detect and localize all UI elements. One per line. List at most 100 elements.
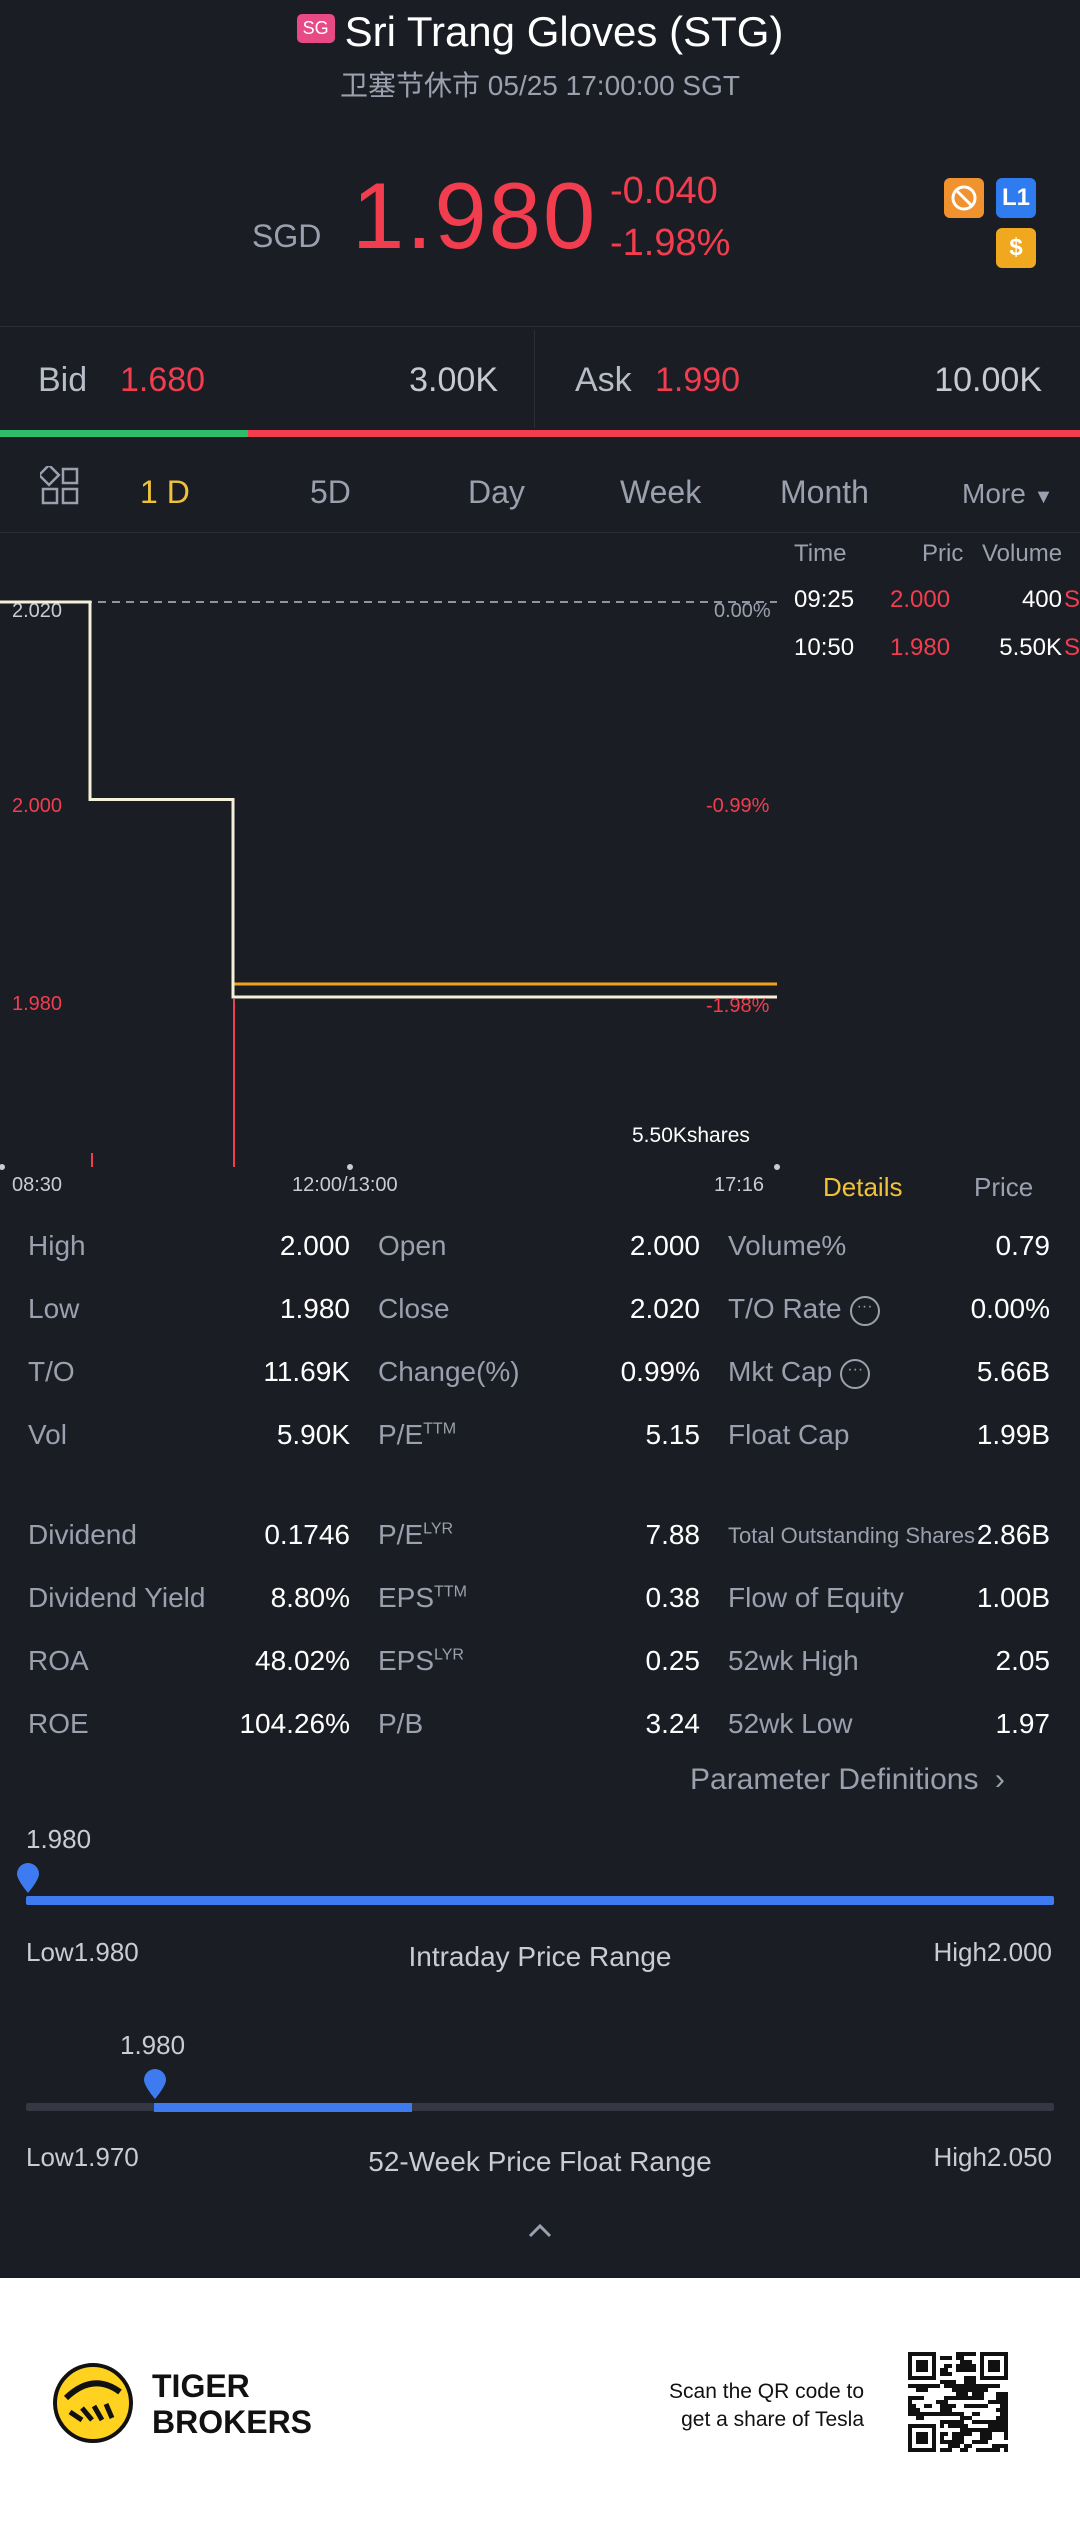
stat-label: Dividend [28, 1519, 137, 1550]
stat-value: 2.000 [279, 1230, 350, 1261]
tab-details[interactable]: Details [823, 1172, 903, 1202]
bid-ratio-bar [0, 430, 248, 437]
axis-dot [347, 1164, 353, 1170]
stat-value: 0.25 [645, 1645, 701, 1676]
stat-label: P/B [378, 1708, 424, 1739]
stat-value: 2.020 [629, 1293, 700, 1324]
tab-5d[interactable]: 5D [310, 474, 351, 510]
week52-low-value: 1.970 [73, 2142, 139, 2172]
week52-low-label: Low [26, 2142, 74, 2172]
stat-value: 5.90K [276, 1419, 350, 1450]
price-change-percent: -1.98% [610, 222, 731, 264]
tab-month[interactable]: Month [780, 474, 869, 510]
chart-layout-icon[interactable] [37, 463, 80, 511]
x-label-midday: 12:00/13:00 [292, 1174, 398, 1196]
level1-badge-icon[interactable]: L1 [996, 178, 1036, 218]
ask-panel: Ask 1.990 10.00K [535, 327, 1080, 427]
dollar-badge-icon[interactable]: $ [996, 228, 1036, 268]
info-dots-icon[interactable]: ··· [840, 1358, 871, 1389]
parameter-definitions-link[interactable]: Parameter Definitions › [690, 1763, 1005, 1797]
intraday-low: Low1.980 [26, 1937, 139, 1968]
y-label-2020: 2.020 [12, 600, 63, 622]
stat-value: 2.05 [995, 1645, 1051, 1676]
ask-ratio-bar [248, 430, 1080, 437]
ts-row-volume: 400 [1021, 586, 1062, 613]
time-sales-panel[interactable]: Time Pric Volume 09:25 2.000 400 S 10:50… [792, 540, 1080, 1160]
stat-label: P/ETTM [378, 1419, 457, 1450]
stock-name: Sri Trang Gloves (STG) [344, 8, 784, 55]
last-price: 1.980 [352, 163, 598, 268]
tiger-logo-icon [52, 2362, 134, 2449]
intraday-chart[interactable] [0, 535, 790, 1190]
stat-label: Close [378, 1293, 450, 1324]
intraday-high-label: High [933, 1937, 987, 1967]
page-title: SG Sri Trang Gloves (STG) [0, 8, 1080, 56]
stat-value: 1.97 [995, 1708, 1051, 1739]
stat-superscript: LYR [423, 1520, 454, 1538]
stat-value: 7.88 [645, 1519, 701, 1550]
stat-value: 48.02% [255, 1645, 350, 1676]
no-trade-glyph-icon [951, 185, 977, 211]
bid-panel: Bid 1.680 3.00K [0, 327, 534, 427]
promo-text: Scan the QR code to get a share of Tesla [669, 2380, 864, 2432]
price-change: -0.040 [610, 170, 718, 212]
ts-row-side: S [1063, 634, 1080, 661]
tab-week[interactable]: Week [620, 474, 702, 510]
tab-day[interactable]: Day [468, 474, 525, 510]
price-line [0, 600, 777, 999]
stat-value: 0.1746 [264, 1519, 350, 1550]
stat-value: 5.66B [976, 1356, 1050, 1387]
tab-price[interactable]: Price [974, 1172, 1034, 1202]
promo-line1: Scan the QR code to [669, 2380, 864, 2403]
intraday-low-label: Low [26, 1937, 74, 1967]
stat-label: Vol [28, 1419, 67, 1450]
tab-1d[interactable]: 1 D [140, 474, 190, 510]
more-label: More [962, 478, 1026, 509]
bid-label: Bid [38, 361, 88, 399]
pct-label-2: -1.98% [706, 995, 770, 1017]
x-label-open: 08:30 [12, 1174, 63, 1196]
week52-high-label: High [933, 2142, 987, 2172]
stat-value: 2.86B [976, 1519, 1050, 1550]
stat-label: P/ELYR [378, 1519, 454, 1550]
ask-price: 1.990 [655, 361, 741, 399]
ts-row-time: 09:25 [794, 586, 855, 613]
qr-code-icon[interactable] [908, 2352, 1008, 2452]
intraday-low-value: 1.980 [73, 1937, 139, 1967]
ts-row-volume: 5.50K [999, 634, 1062, 661]
volume-label: 5.50Kshares [632, 1124, 750, 1147]
stat-value: 2.000 [629, 1230, 700, 1261]
pct-label-1: -0.99% [706, 795, 770, 817]
stat-label: Total Outstanding Shares [728, 1523, 976, 1548]
stat-value: 5.15 [645, 1419, 701, 1450]
no-trade-icon[interactable] [944, 178, 984, 218]
stat-superscript: TTM [434, 1583, 467, 1601]
stat-label: ROE [28, 1708, 89, 1739]
stat-value: 11.69K [263, 1356, 350, 1387]
info-dots-icon[interactable]: ··· [849, 1295, 880, 1326]
stat-label: Dividend Yield [28, 1582, 206, 1613]
promo-footer: TIGER BROKERS Scan the QR code to get a … [0, 2278, 1080, 2529]
stat-label: Float Cap [728, 1419, 850, 1450]
param-link-label: Parameter Definitions [690, 1763, 979, 1796]
stat-value: 0.38 [645, 1582, 701, 1613]
stats-grid: High 2.000 Open 2.000 Volume% 0.79 Low 1.980 Clo… [0, 1230, 1080, 1750]
currency-label: SGD [252, 218, 322, 254]
week52-range-fill [154, 2103, 412, 2112]
bid-size: 3.00K [409, 361, 498, 399]
week52-marker-icon [142, 2068, 168, 2105]
market-status: 卫塞节休市 05/25 17:00:00 SGT [340, 70, 740, 101]
stat-value: 1.00B [976, 1582, 1050, 1613]
stat-value: 1.99B [976, 1419, 1050, 1450]
tab-more[interactable]: More ▼ [962, 478, 1053, 510]
stat-label: Flow of Equity [728, 1582, 904, 1613]
stat-superscript: LYR [434, 1646, 464, 1664]
stat-label: High [28, 1230, 86, 1261]
collapse-chevron-icon[interactable] [526, 2220, 554, 2245]
market-flag: SG [296, 14, 335, 44]
chevron-right-icon: › [994, 1763, 1005, 1796]
intraday-high: High2.000 [933, 1937, 1052, 1968]
y-label-1980: 1.980 [12, 993, 63, 1015]
ts-row-price: 2.000 [890, 586, 951, 613]
pct-label-0: 0.00% [714, 600, 771, 622]
